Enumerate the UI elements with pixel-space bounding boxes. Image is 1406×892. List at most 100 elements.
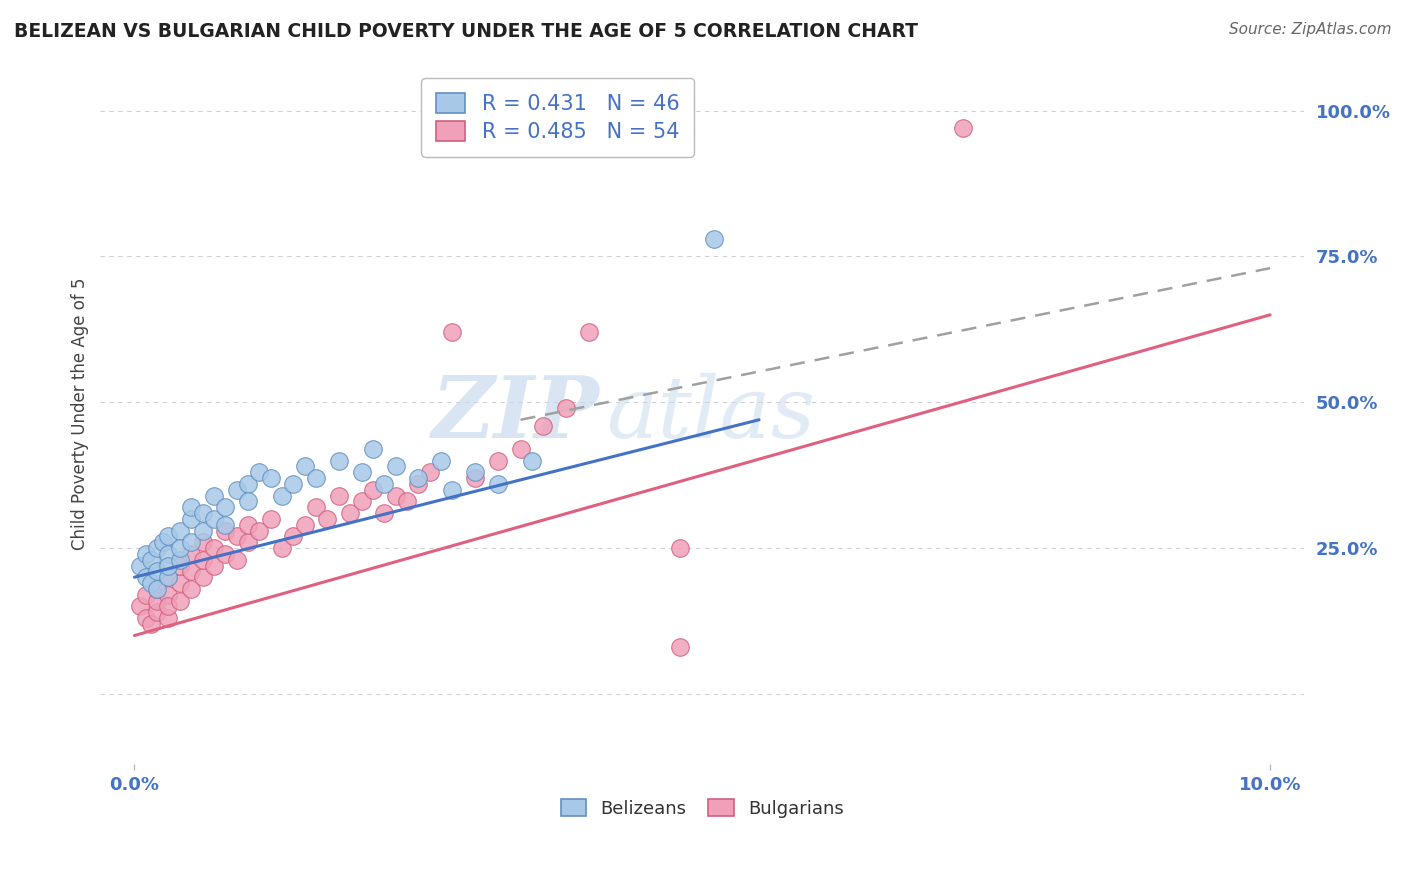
Point — [283, 477, 305, 491]
Point — [271, 541, 294, 555]
Point — [141, 616, 163, 631]
Point — [157, 599, 180, 614]
Point — [180, 565, 202, 579]
Point — [531, 418, 554, 433]
Point — [180, 582, 202, 596]
Point — [202, 541, 225, 555]
Point — [180, 512, 202, 526]
Point — [441, 483, 464, 497]
Point — [486, 477, 509, 491]
Point — [408, 471, 430, 485]
Point — [260, 512, 283, 526]
Point — [214, 524, 236, 538]
Point — [202, 558, 225, 573]
Point — [157, 570, 180, 584]
Point — [135, 570, 157, 584]
Point — [555, 401, 578, 416]
Point — [350, 494, 373, 508]
Point — [141, 552, 163, 566]
Point — [509, 442, 531, 456]
Point — [146, 565, 169, 579]
Point — [191, 535, 214, 549]
Point — [668, 541, 690, 555]
Point — [464, 465, 486, 479]
Point — [408, 477, 430, 491]
Point — [316, 512, 339, 526]
Point — [191, 570, 214, 584]
Point — [169, 558, 191, 573]
Y-axis label: Child Poverty Under the Age of 5: Child Poverty Under the Age of 5 — [72, 277, 89, 550]
Point — [395, 494, 418, 508]
Point — [578, 326, 600, 340]
Point — [305, 471, 328, 485]
Point — [271, 489, 294, 503]
Point — [214, 547, 236, 561]
Point — [141, 576, 163, 591]
Point — [169, 576, 191, 591]
Point — [146, 541, 169, 555]
Point — [294, 517, 316, 532]
Point — [135, 547, 157, 561]
Point — [247, 465, 270, 479]
Point — [361, 483, 384, 497]
Point — [146, 605, 169, 619]
Point — [157, 558, 180, 573]
Text: ZIP: ZIP — [432, 372, 600, 456]
Point — [169, 541, 191, 555]
Point — [135, 611, 157, 625]
Point — [180, 500, 202, 515]
Point — [236, 494, 259, 508]
Point — [146, 582, 169, 596]
Point — [191, 552, 214, 566]
Point — [157, 570, 180, 584]
Point — [146, 593, 169, 607]
Point — [952, 121, 974, 136]
Point — [157, 529, 180, 543]
Point — [202, 489, 225, 503]
Point — [361, 442, 384, 456]
Point — [169, 552, 191, 566]
Point — [328, 489, 350, 503]
Point — [225, 483, 247, 497]
Point — [157, 547, 180, 561]
Point — [247, 524, 270, 538]
Point — [373, 506, 395, 520]
Point — [703, 232, 725, 246]
Point — [135, 588, 157, 602]
Point — [225, 529, 247, 543]
Point — [214, 517, 236, 532]
Point — [520, 453, 543, 467]
Point — [373, 477, 395, 491]
Point — [146, 582, 169, 596]
Point — [225, 552, 247, 566]
Point — [180, 535, 202, 549]
Point — [152, 535, 174, 549]
Point — [441, 326, 464, 340]
Point — [157, 588, 180, 602]
Point — [668, 640, 690, 655]
Text: atlas: atlas — [606, 373, 815, 455]
Point — [350, 465, 373, 479]
Legend: Belizeans, Bulgarians: Belizeans, Bulgarians — [554, 791, 851, 825]
Point — [486, 453, 509, 467]
Point — [430, 453, 453, 467]
Point — [236, 517, 259, 532]
Point — [384, 459, 406, 474]
Point — [464, 471, 486, 485]
Point — [260, 471, 283, 485]
Point — [191, 506, 214, 520]
Point — [419, 465, 441, 479]
Point — [169, 524, 191, 538]
Point — [305, 500, 328, 515]
Point — [180, 547, 202, 561]
Text: Source: ZipAtlas.com: Source: ZipAtlas.com — [1229, 22, 1392, 37]
Point — [236, 477, 259, 491]
Text: BELIZEAN VS BULGARIAN CHILD POVERTY UNDER THE AGE OF 5 CORRELATION CHART: BELIZEAN VS BULGARIAN CHILD POVERTY UNDE… — [14, 22, 918, 41]
Point — [191, 524, 214, 538]
Point — [283, 529, 305, 543]
Point — [129, 599, 152, 614]
Point — [157, 611, 180, 625]
Point — [169, 593, 191, 607]
Point — [236, 535, 259, 549]
Point — [339, 506, 361, 520]
